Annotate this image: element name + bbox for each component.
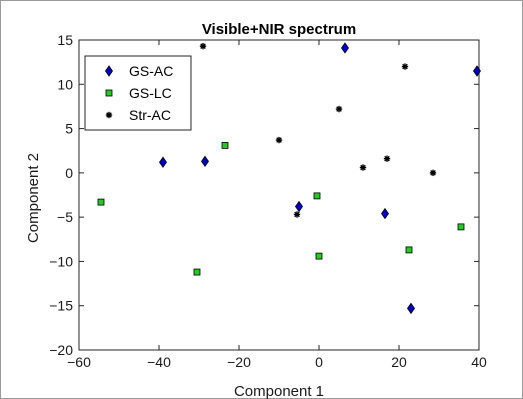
data-point-gs-lc [457, 223, 465, 231]
y-tick-label: 15 [57, 32, 73, 48]
data-point-gs-lc [193, 268, 201, 276]
chart-title: Visible+NIR spectrum [202, 21, 356, 38]
data-point-str-ac [383, 155, 391, 162]
data-point-gs-ac [295, 200, 303, 213]
data-point-gs-ac [201, 155, 209, 168]
legend-marker-str-ac [105, 111, 113, 119]
x-axis-title: Component 1 [234, 383, 324, 399]
legend-label-gs-lc: GS-LC [129, 85, 172, 101]
data-point-gs-ac [381, 207, 389, 220]
data-point-gs-lc [97, 198, 105, 206]
data-point-gs-ac [159, 156, 167, 168]
data-point-gs-ac [341, 42, 349, 54]
data-point-str-ac [401, 63, 409, 70]
legend-label-gs-ac: GS-AC [129, 63, 173, 79]
data-point-gs-lc [313, 192, 321, 200]
y-axis-title: Component 2 [25, 153, 42, 243]
data-point-str-ac [293, 211, 301, 218]
x-tick-label: −60 [67, 354, 91, 370]
data-point-str-ac [359, 164, 367, 171]
data-point-gs-ac [473, 65, 481, 77]
data-point-str-ac [199, 43, 207, 50]
data-point-gs-lc [405, 246, 413, 254]
x-tick-label: −20 [227, 354, 251, 370]
data-point-gs-lc [221, 141, 229, 149]
y-tick-label: 5 [65, 121, 73, 137]
x-tick-label: 20 [391, 354, 407, 370]
y-tick-label: −15 [49, 298, 73, 314]
data-point-gs-ac [407, 302, 415, 315]
data-point-str-ac [275, 136, 283, 144]
y-tick-label: 10 [57, 76, 73, 92]
x-tick-label: 0 [315, 354, 323, 370]
plot-area: −60 −40 −20 0 20 40 −20 −15 −10 −5 0 5 10 15 GS-AC GS-L… [49, 32, 487, 370]
y-tick-label: 0 [65, 165, 73, 181]
legend-marker-gs-ac [105, 65, 113, 77]
legend-marker-gs-lc [105, 89, 113, 97]
data-point-str-ac [429, 169, 437, 177]
x-tick-label: 40 [471, 354, 487, 370]
legend: GS-AC GS-LC Str-AC [84, 55, 192, 131]
x-tick-label: −40 [147, 354, 171, 370]
legend-label-str-ac: Str-AC [129, 107, 171, 123]
legend-box [84, 55, 192, 131]
y-tick-label: −5 [57, 209, 73, 225]
data-point-gs-lc [315, 252, 323, 260]
data-point-str-ac [335, 105, 343, 113]
y-tick-label: −20 [49, 342, 73, 358]
y-tick-label: −10 [49, 253, 73, 269]
